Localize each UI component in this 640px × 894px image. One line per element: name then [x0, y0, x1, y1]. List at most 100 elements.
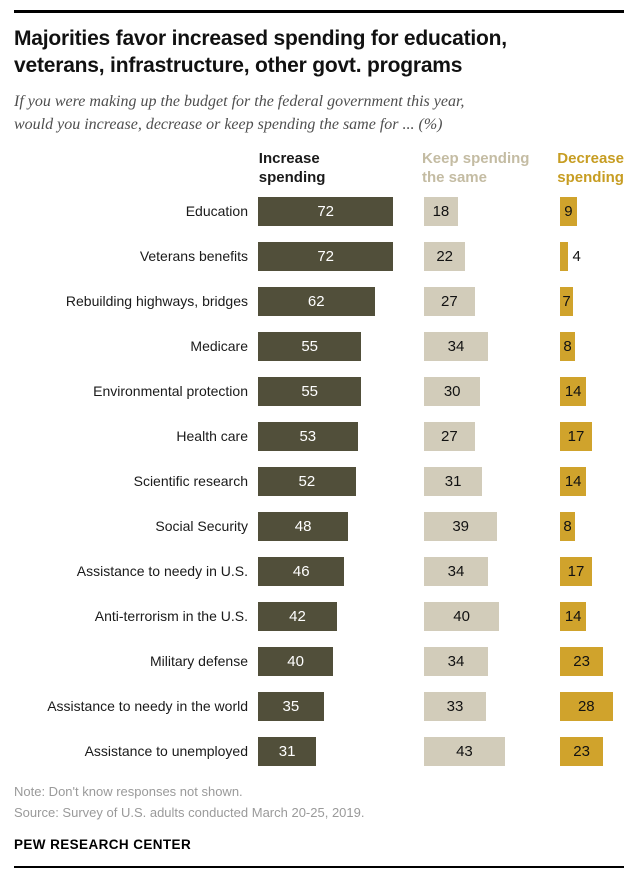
chart-rows: Education 72 18 9 Veterans benefits 72 22 4 Rebu…	[14, 197, 624, 767]
column-header-decrease: Decrease spending	[557, 149, 624, 186]
value-label: 14	[564, 608, 582, 626]
value-label: 40	[453, 608, 470, 626]
keep-bar: 27	[424, 422, 475, 452]
decrease-bar-cell: 17	[560, 557, 624, 587]
keep-bar-cell: 18	[424, 197, 560, 227]
value-label: 31	[444, 473, 462, 491]
decrease-bar-cell: 8	[560, 332, 624, 362]
increase-bar: 48	[258, 512, 349, 542]
category-label: Medicare	[190, 338, 248, 355]
value-label: 18	[432, 203, 450, 221]
chart-row: Assistance to needy in U.S. 46 34 17	[14, 557, 624, 587]
keep-bar-cell: 34	[424, 557, 560, 587]
keep-bar: 31	[424, 467, 483, 497]
category-label: Environmental protection	[93, 383, 248, 400]
value-label: 42	[289, 608, 306, 626]
decrease-bar-cell: 9	[560, 197, 624, 227]
increase-bar-cell: 31	[258, 737, 424, 767]
keep-bar-cell: 31	[424, 467, 560, 497]
increase-bar: 42	[258, 602, 337, 632]
value-label: 17	[567, 563, 585, 581]
value-label: 33	[446, 698, 464, 716]
value-label: 53	[299, 428, 317, 446]
value-label: 31	[278, 743, 296, 761]
increase-bar: 62	[258, 287, 375, 317]
decrease-bar-cell: 4	[560, 242, 624, 272]
keep-bar: 30	[424, 377, 481, 407]
increase-bar-cell: 52	[258, 467, 424, 497]
chart-subtitle: If you were making up the budget for the…	[14, 92, 465, 133]
increase-bar-cell: 55	[258, 332, 424, 362]
category-label: Assistance to unemployed	[84, 743, 248, 760]
category-label: Rebuilding highways, bridges	[65, 293, 248, 310]
category-label: Veterans benefits	[139, 248, 248, 265]
increase-bar: 72	[258, 197, 394, 227]
keep-bar-cell: 40	[424, 602, 560, 632]
keep-bar: 34	[424, 557, 488, 587]
value-label: 46	[292, 563, 310, 581]
keep-bar: 43	[424, 737, 505, 767]
increase-bar: 55	[258, 332, 362, 362]
chart-row: Education 72 18 9	[14, 197, 624, 227]
keep-bar-cell: 22	[424, 242, 560, 272]
value-label: 62	[307, 293, 325, 311]
decrease-bar: 8	[560, 332, 576, 362]
value-label: 34	[447, 653, 465, 671]
keep-bar: 27	[424, 287, 475, 317]
chart-row: Assistance to needy in the world 35 33 28	[14, 692, 624, 722]
decrease-bar: 9	[560, 197, 577, 227]
decrease-bar-cell: 23	[560, 647, 624, 677]
decrease-bar	[560, 242, 568, 272]
category-label: Assistance to needy in the world	[47, 698, 248, 715]
value-label: 34	[447, 338, 465, 356]
value-label: 34	[447, 563, 465, 581]
increase-bar-cell: 62	[258, 287, 424, 317]
value-label: 40	[287, 653, 304, 671]
keep-bar-cell: 27	[424, 287, 560, 317]
keep-bar-cell: 43	[424, 737, 560, 767]
category-label: Education	[185, 203, 248, 220]
decrease-bar-cell: 28	[560, 692, 624, 722]
value-label: 27	[441, 293, 458, 311]
note-line: Note: Don't know responses not shown.	[14, 784, 243, 800]
increase-bar-cell: 46	[258, 557, 424, 587]
keep-bar-cell: 39	[424, 512, 560, 542]
category-label: Anti-terrorism in the U.S.	[94, 608, 248, 625]
value-label: 35	[282, 698, 300, 716]
decrease-bar: 7	[560, 287, 574, 317]
value-label: 4	[572, 248, 581, 266]
category-label: Social Security	[155, 518, 248, 535]
decrease-bar: 14	[560, 467, 587, 497]
value-label: 22	[436, 248, 454, 266]
keep-bar-cell: 27	[424, 422, 560, 452]
value-label: 55	[301, 383, 319, 401]
increase-bar: 52	[258, 467, 356, 497]
value-label: 23	[573, 743, 590, 761]
increase-bar-cell: 72	[258, 197, 424, 227]
decrease-bar: 28	[560, 692, 613, 722]
category-label: Health care	[176, 428, 248, 445]
value-label: 14	[564, 383, 582, 401]
keep-bar: 22	[424, 242, 466, 272]
keep-bar: 39	[424, 512, 498, 542]
bar-chart: Increase spending Keep spending the same…	[14, 150, 624, 767]
column-headers: Increase spending Keep spending the same…	[14, 150, 624, 188]
chart-row: Health care 53 27 17	[14, 422, 624, 452]
increase-bar-cell: 42	[258, 602, 424, 632]
bottom-rule	[14, 865, 624, 868]
chart-row: Assistance to unemployed 31 43 23	[14, 737, 624, 767]
increase-bar: 40	[258, 647, 334, 677]
keep-bar: 33	[424, 692, 487, 722]
keep-bar: 18	[424, 197, 458, 227]
keep-bar: 40	[424, 602, 500, 632]
value-label: 28	[577, 698, 595, 716]
increase-bar-cell: 72	[258, 242, 424, 272]
value-label: 23	[573, 653, 590, 671]
chart-row: Military defense 40 34 23	[14, 647, 624, 677]
increase-bar: 53	[258, 422, 358, 452]
value-label: 55	[301, 338, 319, 356]
page-title: Majorities favor increased spending for …	[14, 27, 507, 78]
decrease-bar: 8	[560, 512, 576, 542]
keep-bar-cell: 30	[424, 377, 560, 407]
increase-bar: 35	[258, 692, 324, 722]
